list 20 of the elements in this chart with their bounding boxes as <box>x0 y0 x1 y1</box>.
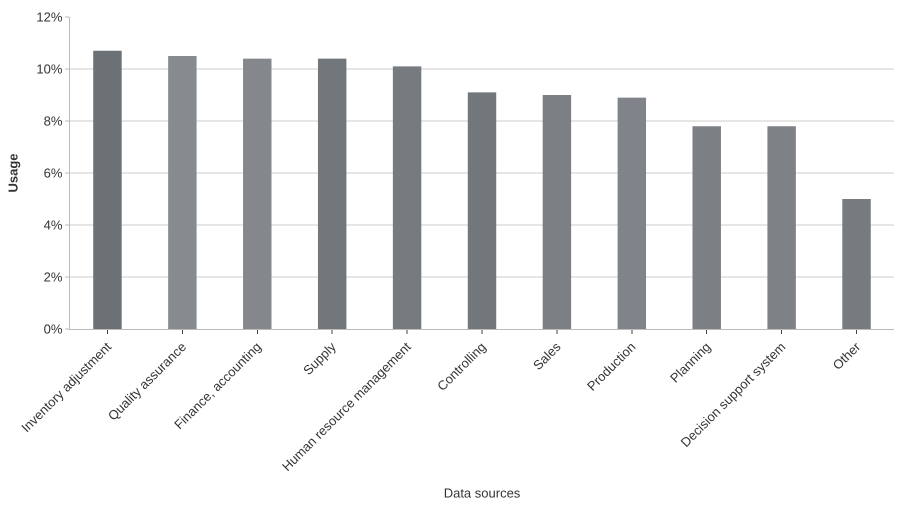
bar <box>842 199 871 329</box>
y-tick-label: 12% <box>36 10 63 25</box>
bar <box>93 50 122 329</box>
y-tick-label: 10% <box>36 62 63 77</box>
bar <box>542 95 572 329</box>
bar <box>468 92 496 329</box>
bar <box>767 126 796 329</box>
bar <box>243 58 272 329</box>
bar <box>618 98 646 329</box>
bar <box>318 58 346 329</box>
bar <box>168 56 197 329</box>
bar <box>392 66 422 329</box>
y-tick-label: 2% <box>44 270 63 285</box>
y-tick-label: 8% <box>44 114 63 129</box>
y-axis-title: Usage <box>5 153 20 193</box>
y-tick-label: 4% <box>44 218 63 233</box>
y-tick-label: 6% <box>44 166 63 181</box>
y-tick-label: 0% <box>44 322 63 337</box>
x-axis-title: Data sources <box>444 486 521 501</box>
bar <box>692 126 721 329</box>
